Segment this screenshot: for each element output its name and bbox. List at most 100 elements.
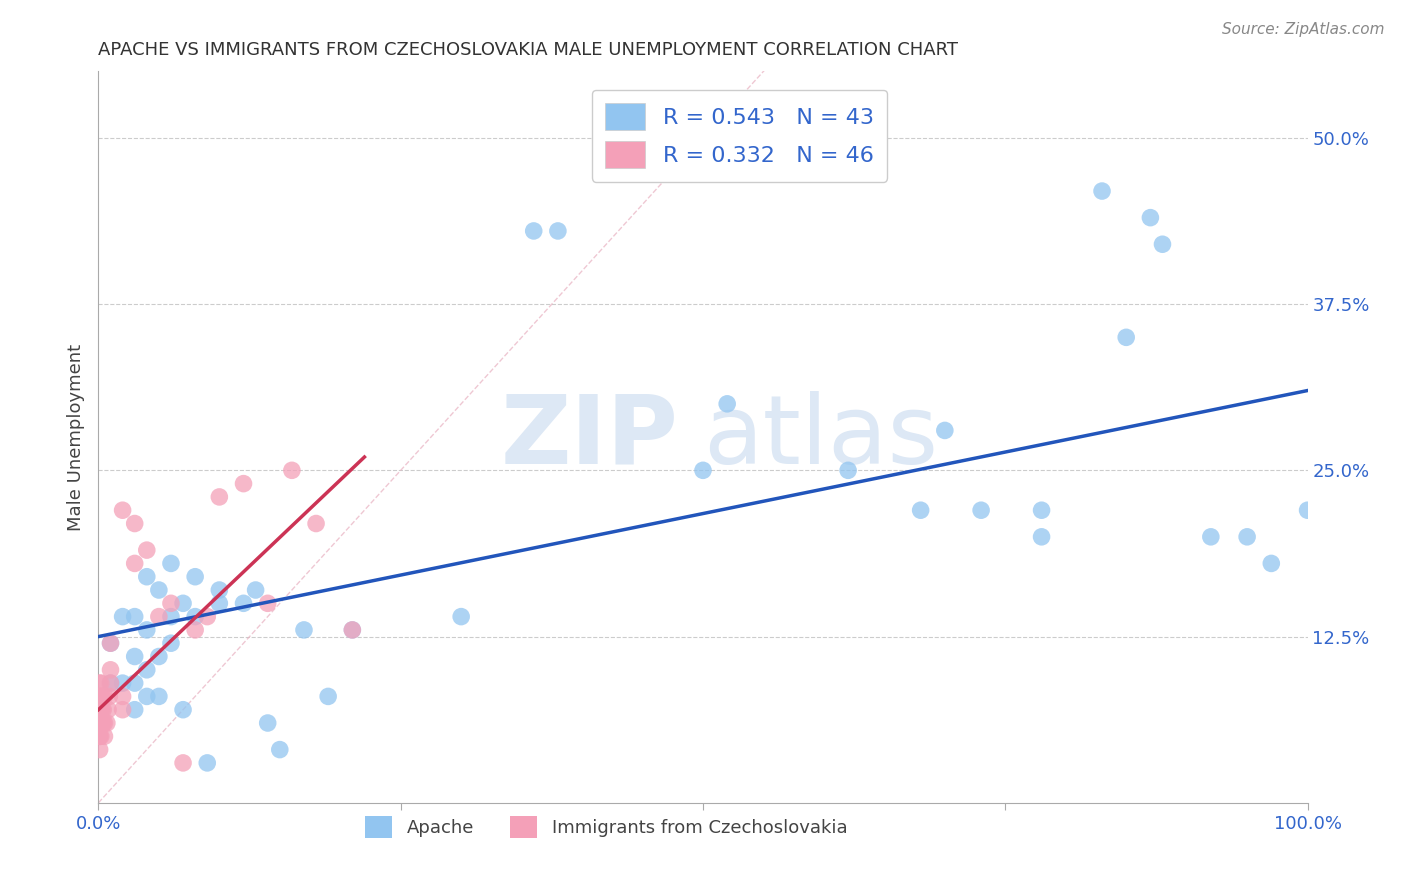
- Point: [100, 676, 122, 690]
- Point: [111, 609, 134, 624]
- Point: [172, 596, 194, 610]
- Point: [1236, 530, 1258, 544]
- Point: [111, 503, 134, 517]
- Point: [135, 690, 157, 704]
- Point: [91, 703, 114, 717]
- Point: [934, 424, 956, 438]
- Point: [91, 716, 114, 731]
- Point: [256, 716, 278, 731]
- Point: [124, 676, 146, 690]
- Point: [342, 623, 364, 637]
- Point: [124, 703, 146, 717]
- Point: [111, 676, 134, 690]
- Point: [716, 397, 738, 411]
- Point: [90, 703, 112, 717]
- Text: ZIP: ZIP: [501, 391, 679, 483]
- Point: [195, 609, 218, 624]
- Point: [135, 570, 157, 584]
- Point: [96, 716, 118, 731]
- Point: [160, 636, 183, 650]
- Point: [91, 716, 114, 731]
- Point: [90, 716, 112, 731]
- Point: [547, 224, 569, 238]
- Point: [172, 756, 194, 770]
- Point: [135, 663, 157, 677]
- Point: [100, 676, 122, 690]
- Point: [135, 543, 157, 558]
- Text: Source: ZipAtlas.com: Source: ZipAtlas.com: [1222, 22, 1385, 37]
- Point: [124, 516, 146, 531]
- Point: [93, 690, 115, 704]
- Point: [245, 582, 267, 597]
- Point: [450, 609, 472, 624]
- Point: [89, 742, 111, 756]
- Point: [172, 703, 194, 717]
- Point: [195, 756, 218, 770]
- Point: [316, 690, 339, 704]
- Point: [148, 582, 170, 597]
- Point: [232, 476, 254, 491]
- Point: [93, 729, 115, 743]
- Point: [692, 463, 714, 477]
- Point: [184, 570, 207, 584]
- Point: [1031, 530, 1053, 544]
- Point: [184, 609, 207, 624]
- Point: [148, 649, 170, 664]
- Point: [1260, 557, 1282, 571]
- Point: [89, 676, 111, 690]
- Point: [910, 503, 932, 517]
- Text: atlas: atlas: [703, 391, 938, 483]
- Point: [89, 690, 111, 704]
- Point: [90, 676, 112, 690]
- Point: [292, 623, 315, 637]
- Point: [97, 703, 120, 717]
- Point: [111, 703, 134, 717]
- Point: [160, 557, 183, 571]
- Point: [1091, 184, 1114, 198]
- Point: [124, 557, 146, 571]
- Point: [91, 703, 114, 717]
- Point: [93, 716, 115, 731]
- Point: [1115, 330, 1137, 344]
- Y-axis label: Male Unemployment: Male Unemployment: [66, 343, 84, 531]
- Point: [765, 131, 787, 145]
- Point: [837, 463, 859, 477]
- Point: [256, 596, 278, 610]
- Point: [90, 729, 112, 743]
- Point: [1296, 503, 1319, 517]
- Point: [269, 742, 291, 756]
- Point: [91, 690, 114, 704]
- Point: [100, 636, 122, 650]
- Point: [1152, 237, 1174, 252]
- Point: [148, 609, 170, 624]
- Point: [111, 690, 134, 704]
- Point: [89, 716, 111, 731]
- Point: [342, 623, 364, 637]
- Point: [148, 690, 170, 704]
- Point: [208, 582, 231, 597]
- Point: [98, 690, 121, 704]
- Point: [208, 490, 231, 504]
- Point: [89, 703, 111, 717]
- Point: [1139, 211, 1161, 225]
- Point: [232, 596, 254, 610]
- Text: APACHE VS IMMIGRANTS FROM CZECHOSLOVAKIA MALE UNEMPLOYMENT CORRELATION CHART: APACHE VS IMMIGRANTS FROM CZECHOSLOVAKIA…: [98, 41, 959, 59]
- Point: [90, 690, 112, 704]
- Point: [305, 516, 328, 531]
- Point: [1031, 503, 1053, 517]
- Point: [89, 729, 111, 743]
- Point: [100, 663, 122, 677]
- Point: [100, 636, 122, 650]
- Point: [1199, 530, 1222, 544]
- Point: [135, 623, 157, 637]
- Point: [184, 623, 207, 637]
- Point: [89, 716, 111, 731]
- Point: [281, 463, 304, 477]
- Point: [208, 596, 231, 610]
- Point: [160, 596, 183, 610]
- Point: [160, 609, 183, 624]
- Point: [124, 649, 146, 664]
- Point: [89, 703, 111, 717]
- Point: [970, 503, 993, 517]
- Point: [89, 729, 111, 743]
